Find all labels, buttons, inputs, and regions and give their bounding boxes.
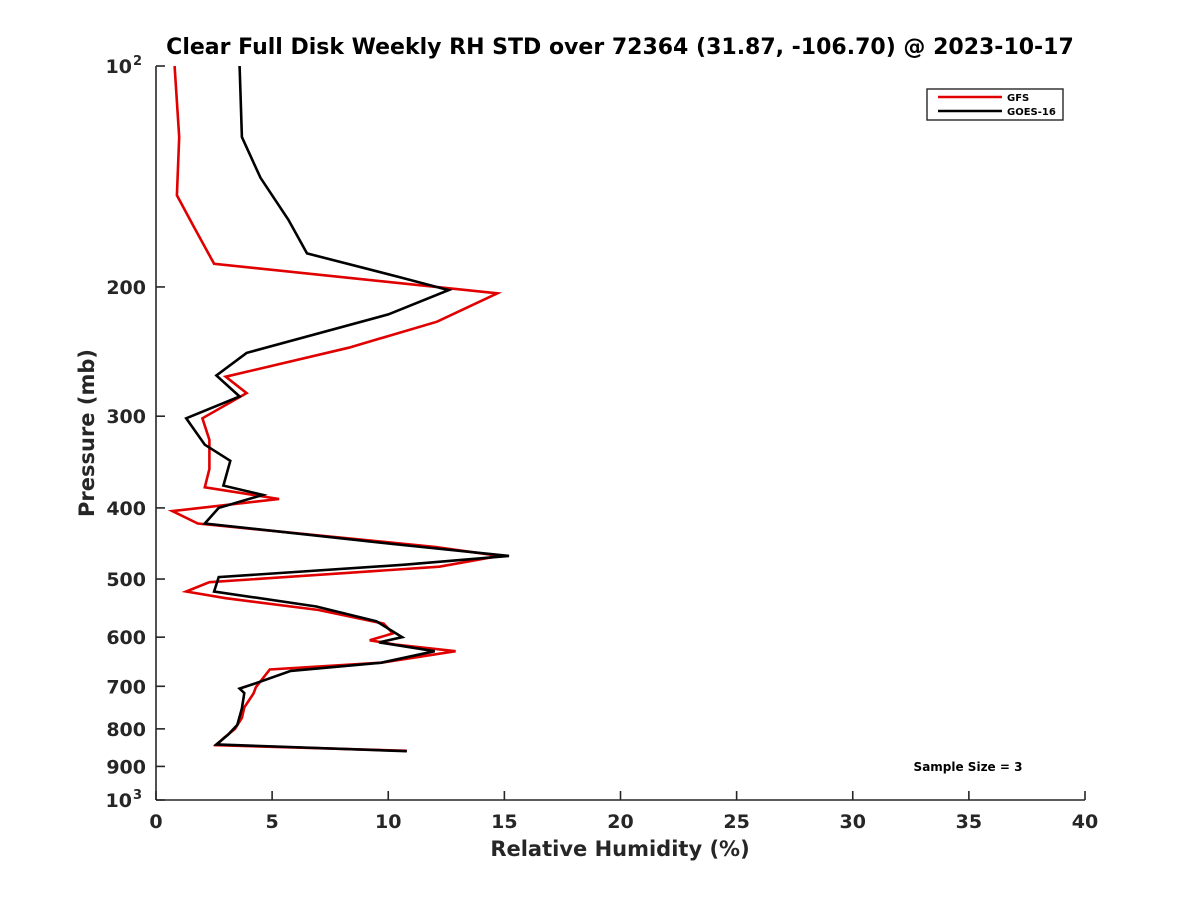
x-tick-label: 40 (1072, 811, 1098, 833)
y-tick-exponent: 3 (133, 788, 142, 803)
y-tick-label: 200 (106, 277, 146, 299)
y-tick-label: 700 (106, 676, 146, 698)
x-tick-label: 30 (840, 811, 866, 833)
x-tick-label: 15 (491, 811, 517, 833)
legend: GFS GOES-16 (926, 88, 1064, 121)
x-axis-label: Relative Humidity (%) (490, 837, 749, 861)
y-tick-label: 500 (106, 569, 146, 591)
x-tick-label: 5 (266, 811, 279, 833)
x-tick-label: 35 (956, 811, 982, 833)
y-tick-label: 10 (106, 56, 132, 78)
y-tick-label: 400 (106, 498, 146, 520)
y-tick-label: 10 (106, 790, 132, 812)
legend-label: GOES-16 (1007, 107, 1056, 118)
y-tick-label: 900 (106, 756, 146, 778)
sample-size-annotation: Sample Size = 3 (914, 760, 1023, 774)
x-tick-label: 20 (607, 811, 633, 833)
x-tick-label: 0 (149, 811, 162, 833)
series-line-gfs (167, 65, 503, 753)
legend-box (926, 88, 1064, 121)
series-line-goes-16 (184, 65, 510, 753)
y-tick-label: 600 (106, 627, 146, 649)
y-tick-label: 800 (106, 719, 146, 741)
y-axis-label: Pressure (mb) (75, 349, 99, 517)
y-tick-label: 300 (106, 406, 146, 428)
chart-title: Clear Full Disk Weekly RH STD over 72364… (166, 35, 1074, 60)
legend-label: GFS (1007, 93, 1029, 104)
x-tick-label: 10 (375, 811, 401, 833)
x-tick-label: 25 (723, 811, 749, 833)
y-tick-exponent: 2 (133, 54, 142, 69)
series-layer (167, 65, 510, 753)
